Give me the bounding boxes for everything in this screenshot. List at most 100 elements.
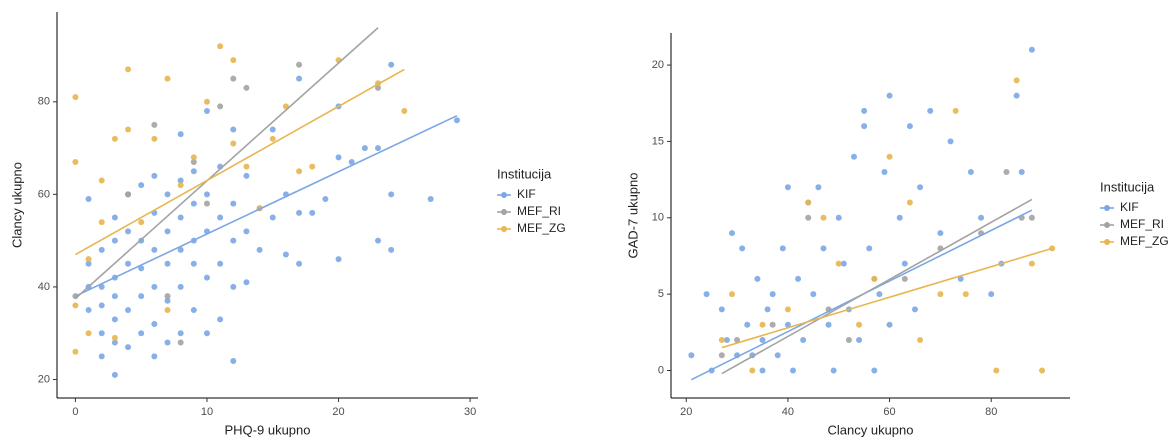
point — [784, 184, 791, 191]
point — [1013, 92, 1020, 99]
point — [190, 168, 197, 175]
point — [164, 75, 171, 82]
point — [805, 199, 812, 206]
point — [1028, 214, 1035, 221]
point — [177, 182, 184, 189]
point — [871, 275, 878, 282]
point — [177, 330, 184, 337]
point — [401, 108, 408, 115]
point — [388, 191, 395, 198]
point — [269, 214, 276, 221]
point — [375, 237, 382, 244]
point — [243, 228, 250, 235]
point — [111, 293, 118, 300]
point — [217, 103, 224, 110]
point — [151, 353, 158, 360]
point — [978, 214, 985, 221]
point — [177, 177, 184, 184]
legend-key — [501, 209, 507, 215]
point — [164, 260, 171, 267]
legend-key — [1104, 222, 1110, 228]
point — [151, 172, 158, 179]
point — [164, 191, 171, 198]
point — [886, 92, 893, 99]
point — [911, 306, 918, 313]
point — [72, 302, 79, 309]
point — [177, 339, 184, 346]
point — [309, 163, 316, 170]
point — [230, 357, 237, 364]
point — [85, 195, 92, 202]
point — [348, 158, 355, 165]
trend-line — [721, 247, 1053, 349]
point — [125, 307, 132, 314]
point — [388, 61, 395, 68]
x-tick-label: 40 — [782, 406, 794, 418]
point — [217, 214, 224, 221]
point — [917, 184, 924, 191]
point — [993, 367, 1000, 374]
point — [85, 256, 92, 263]
point — [203, 330, 210, 337]
point — [138, 330, 145, 337]
point — [269, 135, 276, 142]
point — [1003, 168, 1010, 175]
point — [138, 182, 145, 189]
point — [856, 336, 863, 343]
y-tick-label: 5 — [658, 288, 664, 300]
point — [845, 336, 852, 343]
point — [151, 121, 158, 128]
point — [98, 219, 105, 226]
point — [881, 168, 888, 175]
point — [151, 283, 158, 290]
point — [830, 367, 837, 374]
point — [876, 291, 883, 298]
y-tick-label: 0 — [658, 364, 664, 376]
legend-label: MEF_RI — [517, 204, 561, 218]
point — [230, 237, 237, 244]
point — [988, 291, 995, 298]
point — [296, 168, 303, 175]
point — [177, 246, 184, 253]
x-axis-title: Clancy ukupno — [828, 422, 914, 437]
point — [784, 306, 791, 313]
point — [296, 209, 303, 216]
point — [151, 320, 158, 327]
point — [795, 275, 802, 282]
point — [111, 135, 118, 142]
point — [952, 107, 959, 114]
point — [759, 321, 766, 328]
point — [825, 321, 832, 328]
point — [125, 260, 132, 267]
legend-label: MEF_ZG — [517, 221, 566, 235]
point — [917, 336, 924, 343]
point — [375, 84, 382, 91]
legend-title: Institucija — [497, 166, 552, 181]
point — [203, 274, 210, 281]
point — [861, 107, 868, 114]
legend-key — [1104, 239, 1110, 245]
point — [164, 297, 171, 304]
point — [151, 135, 158, 142]
point — [203, 98, 210, 105]
point — [718, 306, 725, 313]
trend-line — [75, 68, 405, 256]
point — [1028, 260, 1035, 267]
point — [728, 291, 735, 298]
point — [703, 291, 710, 298]
point — [138, 265, 145, 272]
point — [230, 57, 237, 64]
point — [190, 200, 197, 207]
point — [850, 153, 857, 160]
point — [111, 237, 118, 244]
point — [111, 316, 118, 323]
point — [296, 61, 303, 68]
point — [230, 75, 237, 82]
point — [85, 307, 92, 314]
point — [111, 371, 118, 378]
point — [820, 214, 827, 221]
point — [164, 307, 171, 314]
point — [269, 126, 276, 133]
y-axis-title: Clancy ukupno — [9, 162, 24, 248]
point — [72, 94, 79, 101]
